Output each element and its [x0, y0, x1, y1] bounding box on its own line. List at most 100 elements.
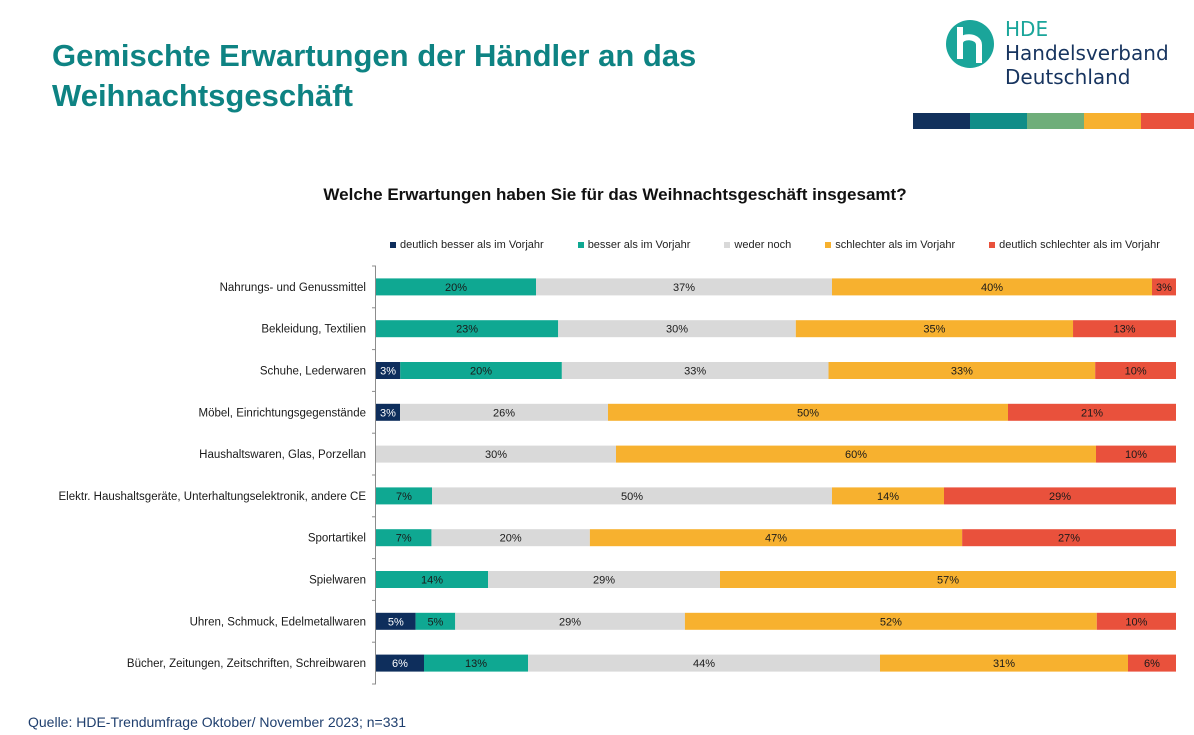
hde-h-logo-icon [946, 20, 994, 68]
hde-logo: HDE Handelsverband Deutschland [943, 17, 1194, 137]
data-label: 14% [877, 491, 899, 503]
bar-segment [1008, 403, 1176, 421]
bar-segment [376, 445, 616, 463]
bar-segment [424, 654, 528, 672]
legend-item: schlechter als im Vorjahr [825, 239, 955, 251]
legend-item: deutlich besser als im Vorjahr [390, 239, 544, 251]
data-label: 10% [1125, 366, 1147, 378]
data-label: 29% [593, 575, 615, 587]
color-strip-segment [970, 113, 1027, 129]
legend-item: besser als im Vorjahr [577, 239, 691, 251]
data-label: 50% [797, 407, 819, 419]
logo-name-line1: Handelsverband [1005, 41, 1169, 65]
legend-label: besser als im Vorjahr [587, 239, 691, 251]
data-label: 26% [493, 407, 515, 419]
data-label: 29% [1049, 491, 1071, 503]
data-label: 13% [465, 658, 487, 670]
legend-item: deutlich schlechter als im Vorjahr [989, 239, 1160, 251]
bar-segment [1152, 278, 1176, 296]
bar-segment [488, 571, 720, 588]
stacked-bar-chart: Nahrungs- und Genussmittel 20% 37% 40% 3% Bek… [59, 265, 1176, 685]
bar-segment [376, 654, 424, 672]
data-label: 20% [470, 366, 492, 378]
bar-segment [589, 529, 963, 547]
data-label: 7% [396, 533, 412, 545]
legend-swatch [390, 242, 396, 248]
bar-segment [376, 571, 488, 588]
data-label: 30% [485, 449, 507, 461]
bar-segment [415, 612, 456, 630]
bar-segment [376, 612, 416, 630]
category-label: Bekleidung, Textilien [261, 324, 366, 336]
logo-text: HDE Handelsverband Deutschland [1005, 17, 1169, 89]
category-label: Nahrungs- und Genussmittel [220, 282, 366, 294]
bar-segment [536, 278, 832, 296]
category-label: Spielwaren [309, 575, 366, 587]
bar-segment [431, 529, 590, 547]
logo-abbr: HDE [1005, 17, 1049, 41]
bar-segment [528, 654, 880, 672]
data-label: 14% [421, 575, 443, 587]
color-strip-segment [1027, 113, 1084, 129]
bar-segment [376, 487, 432, 505]
bar-segment [376, 278, 536, 296]
legend-swatch [989, 242, 996, 248]
bar-segment [832, 278, 1152, 296]
data-label: 3% [380, 407, 396, 419]
data-label: 7% [396, 491, 412, 503]
category-label: Bücher, Zeitungen, Zeitschriften, Schrei… [127, 658, 366, 670]
bar-segment [828, 362, 1096, 379]
chart-legend: deutlich besser als im Vorjahr besser als… [390, 239, 1194, 251]
legend-swatch [577, 242, 584, 248]
legend-label: deutlich besser als im Vorjahr [400, 239, 544, 251]
bar-segment [376, 529, 432, 547]
data-label: 5% [427, 616, 443, 628]
bar-segment [432, 487, 832, 505]
data-label: 10% [1125, 449, 1147, 461]
category-label: Sportartikel [308, 533, 366, 545]
bar-segment [720, 571, 1176, 588]
color-strip-segment [1141, 113, 1194, 129]
brand-color-strip [913, 113, 1194, 129]
data-label: 3% [1156, 282, 1172, 294]
category-label: Uhren, Schmuck, Edelmetallwaren [190, 616, 366, 628]
bar-segment [616, 445, 1096, 463]
data-label: 10% [1125, 616, 1147, 628]
bar-segment [1095, 362, 1176, 379]
data-label: 20% [445, 282, 467, 294]
color-strip-segment [1084, 113, 1141, 129]
bar-segment [1096, 612, 1176, 630]
category-label: Schuhe, Lederwaren [260, 366, 366, 378]
bar-segment [1096, 445, 1176, 463]
bar-segment [400, 403, 608, 421]
bar-segment [558, 320, 796, 338]
bar-segment [832, 487, 944, 505]
data-label: 37% [673, 282, 695, 294]
bar-segment [880, 654, 1128, 672]
data-label: 27% [1058, 533, 1080, 545]
category-label: Haushaltswaren, Glas, Porzellan [199, 449, 366, 461]
bar-segment [376, 403, 400, 421]
data-label: 5% [388, 616, 404, 628]
data-label: 44% [693, 658, 715, 670]
data-label: 33% [951, 366, 973, 378]
page-title: Gemischte Erwartungen der Händler an das… [52, 38, 697, 113]
data-label: 3% [380, 366, 396, 378]
category-label: Möbel, Einrichtungsgegenstände [198, 407, 366, 419]
data-label: 6% [1144, 658, 1160, 670]
data-label: 57% [937, 575, 959, 587]
legend-label: deutlich schlechter als im Vorjahr [999, 239, 1160, 251]
bar-segment [944, 487, 1176, 505]
legend-label: weder noch [734, 239, 792, 251]
bar-segment [376, 362, 401, 379]
chart-title: Welche Erwartungen haben Sie für das Wei… [323, 185, 907, 204]
source-note: Quelle: HDE-Trendumfrage Oktober/ Novemb… [28, 714, 407, 730]
data-label: 33% [684, 366, 706, 378]
data-label: 23% [456, 324, 478, 336]
bar-segment [455, 612, 685, 630]
data-label: 52% [880, 616, 902, 628]
data-label: 6% [392, 658, 408, 670]
bar-segment [684, 612, 1097, 630]
data-label: 30% [666, 324, 688, 336]
data-label: 47% [765, 533, 787, 545]
